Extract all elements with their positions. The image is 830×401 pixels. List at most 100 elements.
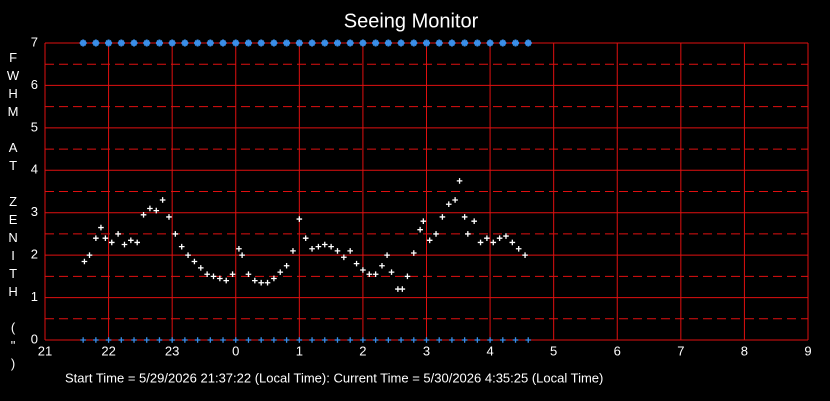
point [423,337,430,343]
point [372,271,379,278]
point [143,337,150,343]
point [271,275,277,282]
point [257,39,265,47]
point [461,337,468,343]
point [490,239,497,246]
point [191,258,198,265]
point [153,207,160,214]
point [290,248,296,254]
point [321,39,329,47]
x-tick-label: 5 [550,343,557,358]
point [121,241,128,248]
point [353,260,360,267]
point [194,337,201,343]
point [217,275,223,282]
point [131,337,137,343]
point [341,254,347,261]
point [410,39,418,47]
point [309,245,315,252]
point [115,231,121,237]
y-tick-label: 1 [31,289,38,304]
point [333,39,341,47]
point [105,39,113,47]
point [79,39,87,47]
point [449,337,455,343]
point [346,39,354,47]
point [245,337,252,343]
point [232,39,240,47]
point [108,239,115,246]
point [347,337,353,343]
point [147,205,153,212]
point [465,231,471,237]
x-tick-label: 7 [677,343,684,358]
y-tick-label: 0 [31,331,38,346]
point [166,214,172,220]
y-tick-label: 7 [31,34,38,49]
point [512,337,519,343]
point [410,250,417,256]
point [359,39,367,47]
point [232,337,239,343]
point [388,269,395,275]
point [500,337,506,343]
x-tick-label: 1 [296,343,303,358]
point [185,252,191,258]
point [169,337,175,343]
y-tick-label: 5 [31,119,38,134]
point [277,269,284,275]
point [448,39,456,47]
point [423,39,430,47]
point [219,39,227,47]
point [128,237,134,244]
x-tick-label: 6 [614,343,621,358]
point [105,337,112,343]
point [524,39,532,47]
point [445,201,452,208]
point [295,39,303,47]
point [461,39,469,47]
point [98,224,104,231]
point [172,231,179,237]
point [477,239,484,246]
point [239,252,245,258]
point [118,337,125,343]
point [512,39,520,47]
point [302,235,309,241]
point [426,237,433,244]
point [204,271,210,278]
x-tick-label: 21 [38,343,52,358]
footer: Start Time = 5/29/2026 21:37:22 (Local T… [65,370,603,385]
point [194,39,202,47]
point [515,245,522,252]
x-tick-label: 0 [232,343,239,358]
point [398,337,404,343]
point [321,241,328,248]
point [93,337,99,343]
point [143,39,151,47]
point [360,267,366,273]
point [283,337,290,343]
point [210,273,217,280]
point [321,337,328,343]
point [80,337,86,343]
point [334,337,341,343]
point [156,337,163,343]
point [308,39,316,47]
point [347,248,353,254]
point [384,39,392,47]
point [93,235,99,241]
point [439,214,446,220]
point [334,248,341,254]
x-tick-label: 2 [359,343,366,358]
point [244,39,252,47]
point [372,39,380,47]
point [168,39,176,47]
point [86,252,93,258]
point [296,216,303,222]
point [92,39,100,47]
point [496,235,503,241]
point [134,239,140,246]
point [283,262,290,269]
